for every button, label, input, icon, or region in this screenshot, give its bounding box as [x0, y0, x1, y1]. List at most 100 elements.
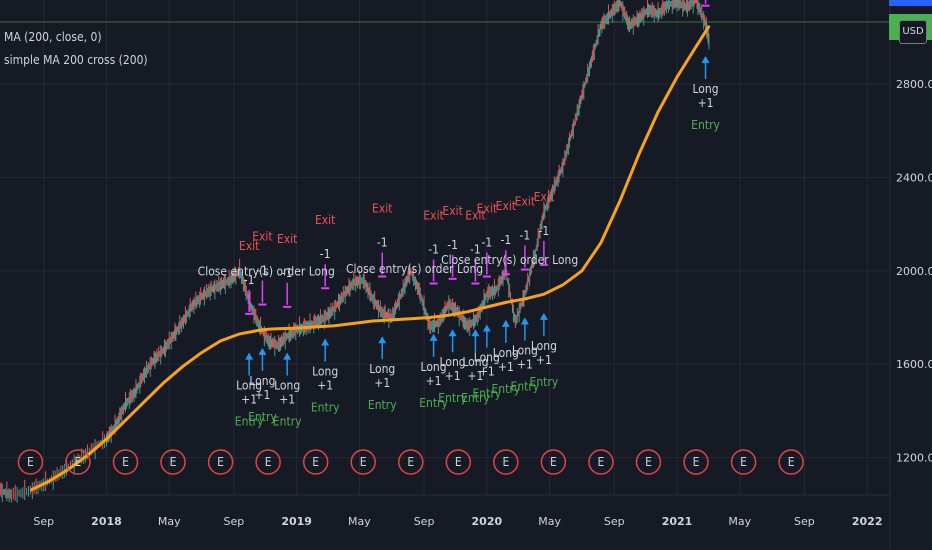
earnings-marker-label: E — [740, 455, 747, 469]
legend-strategy-indicator[interactable]: simple MA 200 cross (200) — [4, 53, 148, 67]
close-entry-label: Close entry(s) order Long — [198, 265, 335, 279]
exit-label: Exit — [239, 239, 259, 253]
x-tick-label: 2022 — [852, 515, 883, 528]
long-label: Long — [440, 355, 466, 369]
exit-label: Exit — [465, 209, 485, 223]
y-tick-label: 2400.00 — [896, 171, 932, 184]
x-tick-label: May — [728, 515, 751, 528]
entry-arrow-head — [501, 319, 510, 327]
plus-one-label: +1 — [479, 365, 495, 379]
earnings-marker[interactable] — [17, 449, 44, 475]
earnings-marker-label: E — [122, 455, 129, 469]
legend-ma-indicator[interactable]: MA (200, close, 0) — [4, 30, 102, 44]
plus-one-label: +1 — [498, 360, 514, 374]
exit-label: Exit — [277, 232, 297, 246]
currency-badge[interactable]: USD — [899, 20, 927, 44]
entry-arrow-head — [378, 336, 387, 344]
x-tick-label: Sep — [414, 515, 435, 528]
plus-one-label: +1 — [536, 353, 552, 367]
earnings-marker[interactable] — [112, 449, 139, 475]
y-tick-label: 1600.00 — [896, 358, 932, 371]
x-tick-label: 2019 — [281, 515, 312, 528]
x-tick-label: 2021 — [662, 515, 693, 528]
earnings-marker-label: E — [693, 455, 700, 469]
long-label: Long — [493, 346, 519, 360]
minus-one-label: -1 — [447, 238, 458, 252]
entry-arrow-head — [482, 324, 491, 332]
plus-one-label: +1 — [254, 388, 270, 402]
long-label: Long — [274, 379, 300, 393]
long-label: Long — [531, 339, 557, 353]
entry-arrow-head — [245, 352, 254, 360]
earnings-marker[interactable] — [255, 449, 281, 475]
exit-label: Exit — [442, 204, 462, 218]
plus-one-label: +1 — [426, 374, 442, 388]
plus-one-label: +1 — [374, 376, 390, 390]
entry-label: Entry — [368, 398, 397, 412]
earnings-marker-label: E — [360, 455, 367, 469]
earnings-marker-label: E — [645, 455, 652, 469]
earnings-marker[interactable] — [635, 449, 662, 475]
minus-one-label: -1 — [500, 233, 511, 247]
earnings-marker[interactable] — [65, 449, 91, 475]
long-label: Long — [312, 365, 338, 379]
exit-label: Exit — [423, 209, 443, 223]
plus-one-label: +1 — [241, 393, 257, 407]
earnings-marker[interactable] — [160, 449, 186, 475]
long-label: Long — [369, 362, 395, 376]
entry-label: Entry — [419, 396, 448, 410]
x-tick-label: May — [538, 515, 561, 528]
earnings-marker[interactable] — [540, 449, 567, 475]
earnings-marker[interactable] — [350, 449, 376, 475]
plus-one-label: +1 — [517, 358, 533, 372]
x-tick-label: 2018 — [91, 515, 122, 528]
earnings-marker[interactable] — [588, 449, 614, 475]
earnings-marker[interactable] — [398, 449, 424, 475]
minus-one-label: -1 — [320, 247, 331, 261]
exit-label: Exit — [515, 195, 535, 209]
earnings-marker-label: E — [455, 455, 462, 469]
exit-label: Exit — [315, 213, 335, 227]
earnings-marker[interactable] — [207, 449, 234, 475]
entry-label: Entry — [273, 415, 302, 429]
plus-one-label: +1 — [317, 379, 333, 393]
entry-label: Entry — [511, 380, 540, 394]
entry-label: Entry — [235, 415, 264, 429]
earnings-marker-label: E — [170, 455, 177, 469]
x-tick-label: Sep — [794, 515, 815, 528]
plus-one-label: +1 — [279, 393, 295, 407]
minus-one-label: -1 — [428, 243, 439, 257]
minus-one-label: -1 — [470, 243, 481, 257]
earnings-marker[interactable] — [683, 449, 709, 475]
entry-label: Entry — [311, 401, 340, 415]
entry-label: Entry — [472, 387, 501, 401]
earnings-marker-label: E — [217, 455, 224, 469]
entry-arrow-head — [448, 329, 457, 337]
long-label: Long — [236, 379, 262, 393]
earnings-marker[interactable] — [302, 449, 329, 475]
exit-label: Exit — [372, 202, 392, 216]
earnings-marker-label: E — [265, 455, 272, 469]
exit-label: Exit — [534, 190, 554, 204]
long-label: Long — [512, 344, 538, 358]
plus-one-label: +1 — [445, 369, 461, 383]
indicator-legend: MA (200, close, 0) simple MA 200 cross (… — [4, 26, 148, 72]
entry-arrow-head — [539, 312, 548, 320]
y-tick-label: 2000.00 — [896, 265, 932, 278]
earnings-marker[interactable] — [493, 449, 519, 475]
minus-one-label: -1 — [481, 236, 492, 250]
earnings-marker[interactable] — [730, 449, 757, 475]
earnings-marker-label: E — [598, 455, 605, 469]
earnings-marker-label: E — [502, 455, 509, 469]
ma-line[interactable] — [29, 24, 711, 492]
entry-label: Entry — [248, 410, 277, 424]
earnings-marker[interactable] — [445, 449, 472, 475]
earnings-marker-label: E — [312, 455, 319, 469]
earnings-marker[interactable] — [778, 449, 804, 475]
entry-arrow-head — [701, 56, 710, 64]
exit-label: Exit — [477, 202, 497, 216]
exit-label: Exit — [496, 199, 516, 213]
long-label: Long — [249, 374, 275, 388]
